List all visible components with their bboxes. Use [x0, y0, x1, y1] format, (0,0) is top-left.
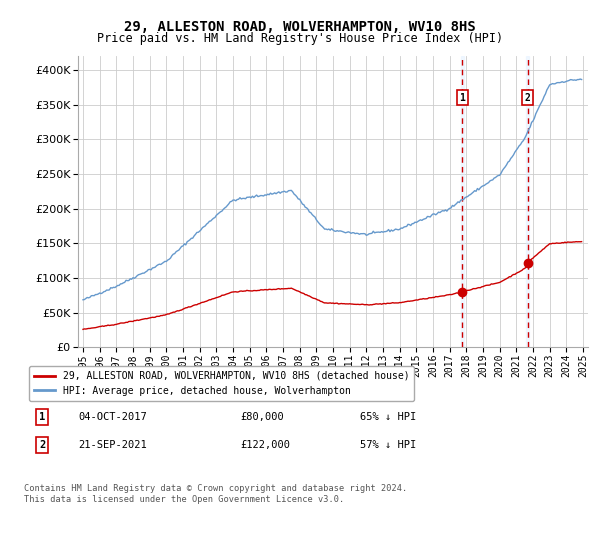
Legend: 29, ALLESTON ROAD, WOLVERHAMPTON, WV10 8HS (detached house), HPI: Average price,: 29, ALLESTON ROAD, WOLVERHAMPTON, WV10 8…: [29, 366, 415, 400]
Text: 1: 1: [39, 412, 45, 422]
Text: 65% ↓ HPI: 65% ↓ HPI: [360, 412, 416, 422]
Text: £80,000: £80,000: [240, 412, 284, 422]
Text: 1: 1: [459, 92, 465, 102]
Text: 21-SEP-2021: 21-SEP-2021: [78, 440, 147, 450]
Bar: [526, 56, 529, 347]
Text: Price paid vs. HM Land Registry's House Price Index (HPI): Price paid vs. HM Land Registry's House …: [97, 32, 503, 45]
Text: 57% ↓ HPI: 57% ↓ HPI: [360, 440, 416, 450]
Text: £122,000: £122,000: [240, 440, 290, 450]
Text: 2: 2: [39, 440, 45, 450]
Text: 04-OCT-2017: 04-OCT-2017: [78, 412, 147, 422]
Bar: [461, 56, 464, 347]
Text: 29, ALLESTON ROAD, WOLVERHAMPTON, WV10 8HS: 29, ALLESTON ROAD, WOLVERHAMPTON, WV10 8…: [124, 20, 476, 34]
Text: 2: 2: [524, 92, 530, 102]
Text: Contains HM Land Registry data © Crown copyright and database right 2024.
This d: Contains HM Land Registry data © Crown c…: [24, 484, 407, 504]
